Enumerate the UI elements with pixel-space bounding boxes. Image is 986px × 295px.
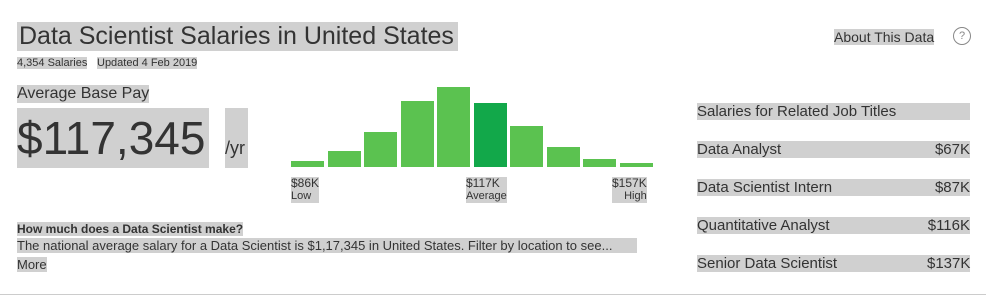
job-title[interactable]: Data Scientist Intern xyxy=(697,179,927,196)
average-caption: Average xyxy=(466,190,507,202)
info-text: The national average salary for a Data S… xyxy=(17,238,637,253)
pay-label: Average Base Pay xyxy=(17,85,150,103)
histogram-bar xyxy=(364,132,397,167)
high-label: $157K High xyxy=(612,177,647,203)
question: How much does a Data Scientist make? xyxy=(17,222,244,236)
job-title[interactable]: Senior Data Scientist xyxy=(697,255,927,272)
title: Data Scientist Salaries in United States xyxy=(17,22,458,51)
histogram-bar xyxy=(400,101,434,167)
pay-unit: /yr xyxy=(225,108,248,168)
histogram-bar xyxy=(619,163,653,167)
more-link[interactable]: More xyxy=(17,257,47,272)
high-caption: High xyxy=(624,190,647,202)
salaries-count: 4,354 Salaries xyxy=(17,57,88,69)
job-title[interactable]: Data Analyst xyxy=(697,141,927,158)
average-value: $117K xyxy=(466,176,500,190)
job-title[interactable]: Quantitative Analyst xyxy=(697,217,927,234)
job-salary: $87K xyxy=(927,179,970,196)
low-value: $86K xyxy=(291,176,320,190)
average-label: $117K Average xyxy=(466,177,507,203)
histogram-bar xyxy=(546,147,580,167)
histogram-bar xyxy=(437,87,470,167)
low-label: $86K Low xyxy=(291,176,320,203)
updated: Updated 4 Feb 2019 xyxy=(97,57,198,69)
help-icon[interactable]: ? xyxy=(953,27,971,45)
histogram-bar xyxy=(291,161,324,167)
job-salary: $67K xyxy=(927,141,970,158)
histogram-bar xyxy=(327,151,361,167)
high-value: $157K xyxy=(612,176,647,190)
job-salary: $137K xyxy=(927,255,971,272)
related-title: Salaries for Related Job Titles xyxy=(697,103,970,120)
histogram-bar xyxy=(473,103,507,167)
low-caption: Low xyxy=(291,190,312,202)
histogram xyxy=(291,80,657,167)
about-link[interactable]: About This Data xyxy=(834,29,935,45)
job-salary: $116K xyxy=(927,217,970,234)
pay-amount: $117,345 xyxy=(17,108,210,168)
histogram-bar xyxy=(510,126,543,167)
histogram-bar xyxy=(583,159,616,167)
